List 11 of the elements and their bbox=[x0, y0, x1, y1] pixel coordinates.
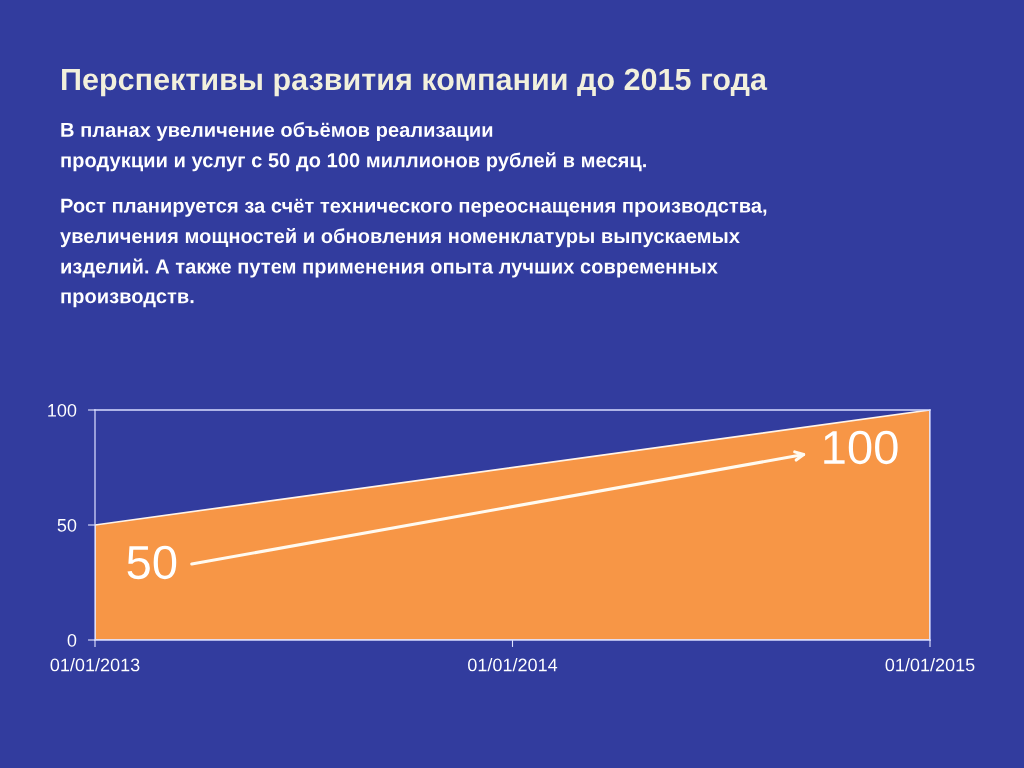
x-tick-label: 01/01/2013 bbox=[50, 658, 140, 672]
x-tick-label: 01/01/2014 bbox=[468, 658, 558, 672]
data-label: 50 bbox=[127, 545, 177, 580]
chart-title: Перспективы развития компании до 2015 года bbox=[62, 68, 768, 97]
data-label: 100 bbox=[824, 430, 898, 465]
y-tick-label: 100 bbox=[48, 403, 77, 417]
y-tick-label: 50 bbox=[57, 518, 77, 532]
x-tick-label: 01/01/2015 bbox=[885, 658, 975, 672]
text: В планах увеличение объёмов реализации продукции и услуг с 50 до 100 миллионов рублей в месяц. bbox=[61, 122, 646, 172]
y-tick-label: 0 bbox=[67, 633, 77, 647]
text: Рост планируется за счёт технического переоснащения производства, увеличения мощностей и обновления номенклатуры выпускаемых изделий. А также путем применения опыта лучших современных производств. bbox=[60, 198, 767, 308]
